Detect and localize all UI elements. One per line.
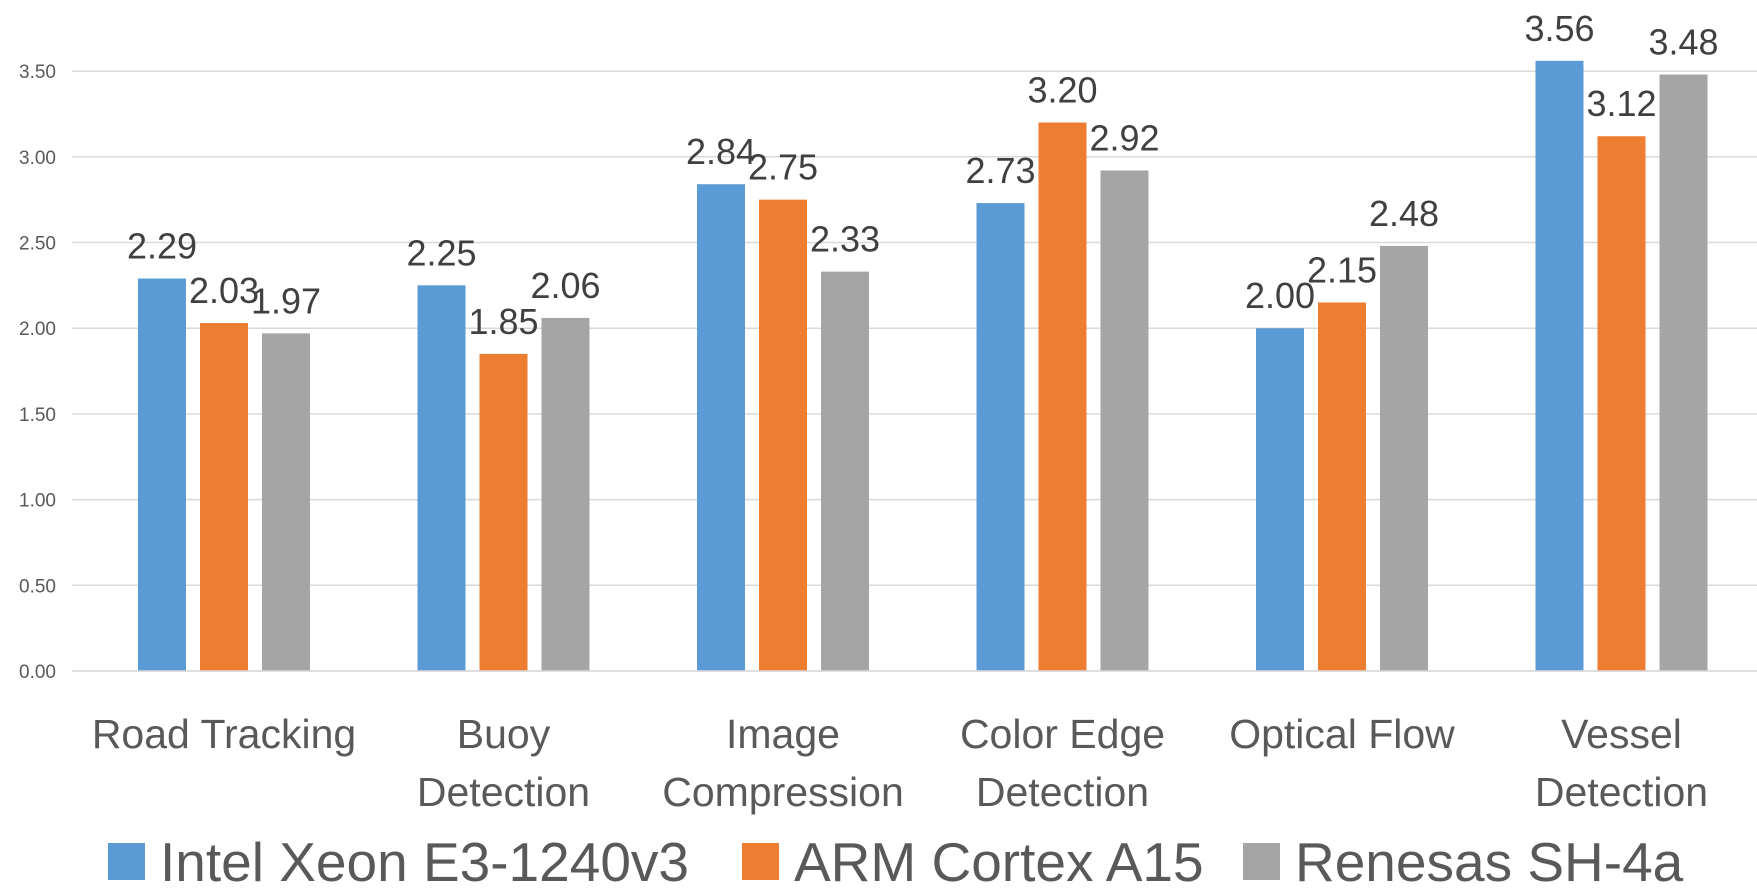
data-label: 1.85 [468,301,538,342]
bar [1038,122,1087,671]
bar [200,323,248,671]
data-labels: 2.29 2.25 2.84 2.73 2.00 3.56 2.03 1.85 2.75 3.20… [127,8,1719,342]
category-label: Vessel Detection [1535,711,1708,815]
y-tick-label: 1.00 [19,491,56,512]
data-label: 2.75 [748,147,818,188]
bar [697,184,745,671]
legend-swatch [108,843,145,880]
y-tick-label: 2.50 [19,234,56,255]
bar [1659,74,1708,671]
data-label: 2.48 [1369,193,1439,234]
category-label: Buoy Detection [417,711,590,815]
data-label: 1.97 [251,280,321,321]
category-label-line: Color Edge [960,711,1165,757]
y-tick-label: 3.50 [19,62,56,83]
legend-swatch [1243,843,1280,880]
data-label: 2.00 [1245,275,1315,316]
legend: Intel Xeon E3-1240v3 ARM Cortex A15 Renesa… [108,831,1684,889]
gridlines [72,70,1757,672]
bar [479,353,528,671]
data-label: 2.25 [406,232,476,273]
category-label-line: Image [726,711,840,757]
bar [262,333,310,671]
bar [138,278,186,671]
category-label: Road Tracking [92,711,356,757]
legend-label: Intel Xeon E3-1240v3 [160,831,689,889]
bar [1256,328,1304,671]
category-label-line: Vessel [1561,711,1682,757]
bar [1318,302,1366,671]
y-tick-label: 0.50 [19,576,56,597]
category-label-line: Road Tracking [92,711,356,757]
y-axis: 0.00 0.50 1.00 1.50 2.00 2.50 3.00 3.50 [19,62,56,683]
legend-label: ARM Cortex A15 [794,831,1204,889]
data-label: 2.33 [810,219,880,260]
bar [417,285,466,671]
y-tick-label: 3.00 [19,148,56,169]
y-tick-label: 0.00 [19,662,56,683]
category-label-line: Detection [1535,769,1708,815]
data-label: 3.12 [1586,83,1656,124]
bar [976,203,1025,671]
data-label: 2.06 [530,265,600,306]
data-label: 2.92 [1089,118,1159,159]
bar [541,317,590,671]
category-label: Image Compression [662,711,904,815]
data-label: 2.03 [189,270,259,311]
x-axis: Road Tracking Buoy Detection Image Compressi… [72,670,1757,815]
bar [1380,245,1428,672]
data-label: 3.20 [1027,70,1097,111]
bar [759,199,807,671]
category-label-line: Compression [662,769,904,815]
data-label: 2.29 [127,225,197,266]
bars [138,60,1708,672]
data-label: 2.84 [686,131,756,172]
legend-label: Renesas SH-4a [1295,831,1684,889]
legend-swatch [742,843,779,880]
category-label: Optical Flow [1229,711,1455,757]
category-label-line: Detection [417,769,590,815]
data-label: 2.73 [965,150,1035,191]
y-tick-label: 2.00 [19,319,56,340]
bar [821,271,869,671]
y-tick-label: 1.50 [19,405,56,426]
category-label-line: Detection [976,769,1149,815]
category-label-line: Buoy [457,711,551,757]
data-label: 2.15 [1307,249,1377,290]
category-label: Color Edge Detection [960,711,1165,815]
bar [1535,60,1584,672]
data-label: 3.56 [1524,8,1594,49]
data-label: 3.48 [1648,22,1718,63]
bar [1100,170,1149,671]
bar [1597,136,1646,671]
category-label-line: Optical Flow [1229,711,1455,757]
